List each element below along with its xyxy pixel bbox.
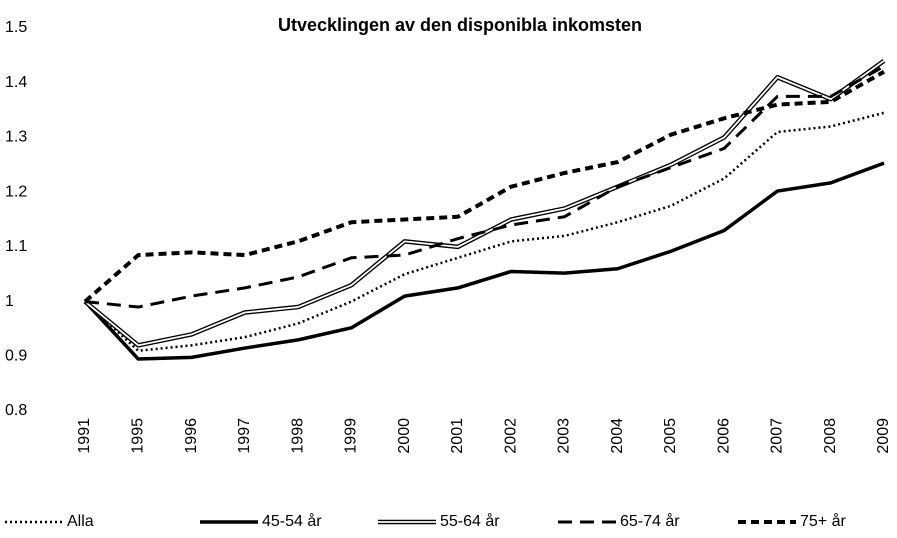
x-tick-label: 2005	[662, 418, 679, 454]
series-line	[84, 111, 885, 353]
series-line-inner	[84, 60, 885, 347]
legend-label: 65-74 år	[620, 512, 680, 530]
y-tick-label: 1.5	[5, 19, 27, 36]
y-tick-label: 1.1	[5, 238, 27, 255]
x-tick-label: 2000	[396, 418, 413, 454]
y-tick-label: 1.3	[5, 129, 27, 146]
legend-label: Alla	[67, 513, 94, 530]
x-tick-label: 1996	[183, 418, 200, 454]
x-tick-label: 2009	[875, 418, 892, 454]
x-tick-label: 2007	[769, 418, 786, 454]
chart-title: Utvecklingen av den disponibla inkomsten	[278, 15, 642, 35]
series-line	[83, 59, 886, 348]
y-tick-label: 1.4	[5, 74, 27, 91]
x-tick-label: 2001	[449, 418, 466, 454]
y-tick-label: 0.8	[5, 402, 27, 419]
x-tick-label: 1999	[343, 418, 360, 454]
x-tick-label: 1997	[236, 418, 253, 454]
x-tick-label: 2003	[556, 418, 573, 454]
legend-label: 45-54 år	[262, 512, 322, 530]
series-line	[83, 161, 885, 361]
series-line	[84, 64, 885, 309]
x-tick-label: 1991	[76, 418, 93, 454]
legend-label: 55-64 år	[440, 512, 500, 530]
y-tick-label: 1.2	[5, 183, 27, 200]
y-tick-label: 1	[5, 293, 14, 310]
x-tick-label: 1995	[129, 418, 146, 454]
x-tick-label: 2008	[822, 418, 839, 454]
x-tick-label: 2002	[502, 418, 519, 454]
series-line	[83, 70, 885, 304]
x-tick-label: 2004	[609, 418, 626, 454]
y-tick-label: 0.9	[5, 348, 27, 365]
x-tick-label: 2006	[715, 418, 732, 454]
x-tick-label: 1998	[289, 418, 306, 454]
legend-label: 75+ år	[800, 512, 846, 530]
